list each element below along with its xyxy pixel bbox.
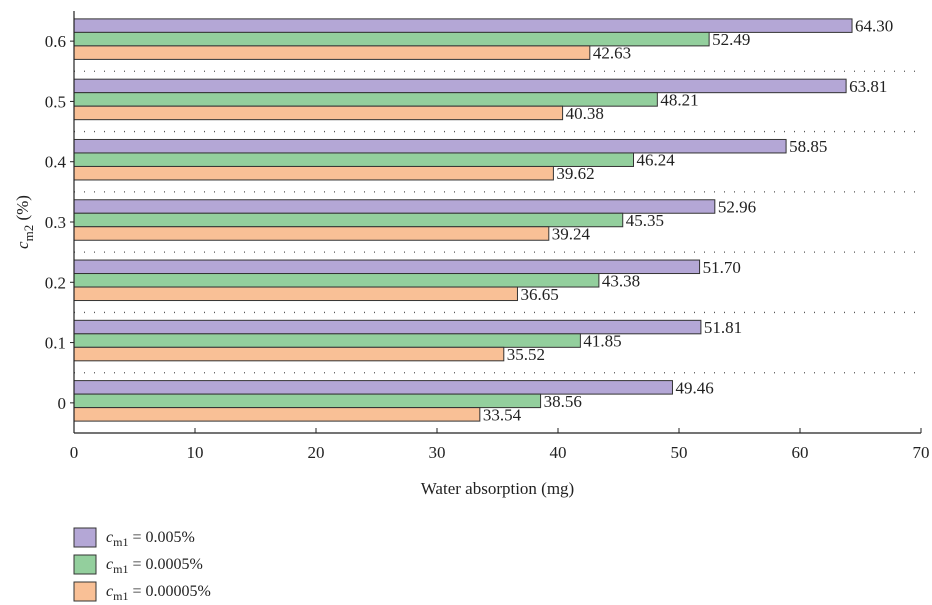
y-axis-title-text: cm2 (%) <box>13 195 36 249</box>
legend-symbol: c <box>106 556 113 573</box>
legend-label: cm1 = 0.0005% <box>106 556 203 576</box>
bar <box>73 138 787 154</box>
y-tick-label: 0.5 <box>45 92 66 111</box>
bar <box>73 152 635 167</box>
x-tick-label: 10 <box>187 443 204 462</box>
bar-value-label: 63.81 <box>849 77 887 96</box>
bar <box>73 165 554 181</box>
legend-series-name: = 0.005% <box>128 529 194 546</box>
x-axis-title: Water absorption (mg) <box>421 479 574 498</box>
bar-value-label: 39.62 <box>556 164 594 183</box>
bar <box>73 212 624 228</box>
bar-value-label: 36.65 <box>520 285 558 304</box>
bar-value-label: 42.63 <box>593 44 631 63</box>
legend-series-name: = 0.00005% <box>128 583 210 600</box>
y-tick-label: 0.2 <box>45 273 66 292</box>
legend-symbol: c <box>106 583 113 600</box>
bar-value-label: 41.85 <box>583 332 621 351</box>
bar-value-label: 52.49 <box>712 30 750 49</box>
y-tick-label: 0 <box>58 394 67 413</box>
legend-symbol: c <box>106 529 113 546</box>
x-tick-label: 60 <box>792 443 809 462</box>
legend-series-name: = 0.0005% <box>128 556 202 573</box>
bar-value-label: 64.30 <box>855 17 893 36</box>
bar <box>73 380 673 395</box>
y-axis-symbol: c <box>13 241 32 249</box>
x-tick-label: 0 <box>70 443 79 462</box>
y-axis-unit: (%) <box>13 195 32 225</box>
y-tick-label: 0.4 <box>45 153 67 172</box>
bar-value-label: 38.56 <box>544 392 582 411</box>
legend-label: cm1 = 0.00005% <box>106 583 211 603</box>
legend-subscript: m1 <box>113 535 128 549</box>
bar <box>73 346 505 362</box>
bar <box>73 199 716 214</box>
x-tick-label: 30 <box>429 443 446 462</box>
bar-value-label: 43.38 <box>602 271 640 290</box>
x-tick-label: 70 <box>913 443 930 462</box>
bar-value-label: 39.24 <box>552 225 591 244</box>
bar-value-label: 49.46 <box>675 378 713 397</box>
axes: 0 0.1 0.2 0.3 0.4 0.5 0.6 0 10 20 30 40 50 60 70 <box>45 11 930 462</box>
legend-swatch <box>73 554 97 575</box>
y-axis-subscript: m2 <box>21 225 36 242</box>
bar-value-label: 58.85 <box>789 137 827 156</box>
legend-subscript: m1 <box>113 589 128 603</box>
bar-value-label: 51.70 <box>703 258 741 277</box>
x-tick-label: 50 <box>671 443 688 462</box>
bar-value-label: 45.35 <box>626 211 664 230</box>
bar-value-label: 40.38 <box>566 104 604 123</box>
bar-value-label: 33.54 <box>483 405 522 424</box>
bar <box>73 78 847 94</box>
bar <box>73 407 481 422</box>
y-tick-label: 0.1 <box>45 334 66 353</box>
bar <box>73 45 591 60</box>
bar <box>73 393 542 409</box>
bar-value-label: 48.21 <box>660 90 698 109</box>
legend-swatch <box>73 581 97 602</box>
bar-value-label: 51.81 <box>704 318 742 337</box>
bar <box>73 286 518 302</box>
x-tick-label: 20 <box>308 443 325 462</box>
bar-value-label: 52.96 <box>718 198 756 217</box>
y-axis-title: cm2 (%) <box>13 195 36 249</box>
legend-label: cm1 = 0.005% <box>106 529 195 549</box>
bar-value-label: 46.24 <box>637 151 676 170</box>
legend-subscript: m1 <box>113 562 128 576</box>
bar <box>73 333 581 348</box>
y-tick-label: 0.6 <box>45 32 66 51</box>
bar-value-label: 35.52 <box>507 345 545 364</box>
y-tick-label: 0.3 <box>45 213 66 232</box>
bar <box>73 226 550 241</box>
legend: cm1 = 0.005%cm1 = 0.0005%cm1 = 0.00005% <box>73 527 211 603</box>
bar <box>73 105 564 121</box>
legend-swatch <box>73 527 97 548</box>
x-tick-label: 40 <box>550 443 567 462</box>
bars: 49.46 38.56 33.54 51.81 41.85 35.52 51.70 43.38… <box>73 17 893 424</box>
